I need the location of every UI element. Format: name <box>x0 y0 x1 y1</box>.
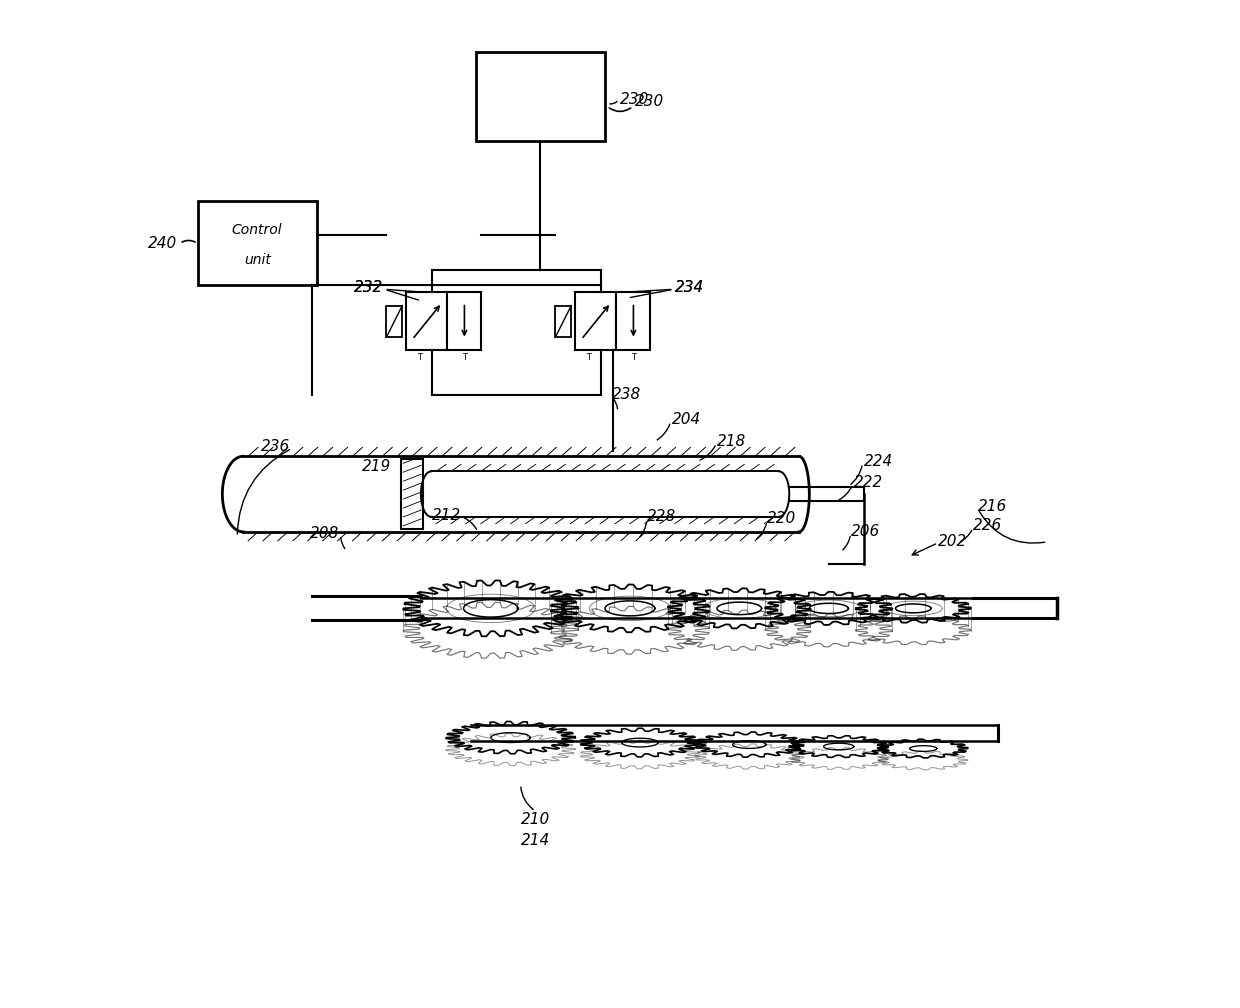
Text: 208: 208 <box>310 526 340 541</box>
Text: T: T <box>463 353 467 362</box>
Bar <box>476 51 605 141</box>
Text: 214: 214 <box>521 833 551 848</box>
Text: 202: 202 <box>939 534 967 549</box>
Text: 222: 222 <box>853 475 883 490</box>
Text: 238: 238 <box>613 387 641 402</box>
Text: 232: 232 <box>355 280 383 294</box>
Text: 219: 219 <box>362 459 391 474</box>
Text: unit: unit <box>244 253 270 267</box>
Text: T: T <box>417 353 422 362</box>
Text: 224: 224 <box>863 454 893 469</box>
Bar <box>556 305 572 338</box>
Text: 210: 210 <box>521 811 551 827</box>
Text: 236: 236 <box>260 438 290 454</box>
Bar <box>616 292 650 350</box>
Bar <box>575 292 616 350</box>
Text: 204: 204 <box>672 412 701 427</box>
Text: 206: 206 <box>851 524 880 539</box>
Text: 232: 232 <box>355 280 383 294</box>
Text: 234: 234 <box>675 280 704 294</box>
Bar <box>197 201 316 285</box>
Text: 230: 230 <box>635 94 665 109</box>
Text: 216: 216 <box>978 500 1007 514</box>
Text: 230: 230 <box>620 92 650 107</box>
Bar <box>402 460 423 529</box>
Text: 228: 228 <box>647 509 676 524</box>
Text: 212: 212 <box>432 508 461 523</box>
Text: T: T <box>587 353 591 362</box>
Text: 240: 240 <box>149 236 177 251</box>
Text: Control: Control <box>232 224 283 237</box>
Bar <box>448 292 481 350</box>
Text: T: T <box>631 353 636 362</box>
Text: 218: 218 <box>718 433 746 449</box>
Text: 234: 234 <box>675 280 704 294</box>
Bar <box>387 305 402 338</box>
Text: 226: 226 <box>973 518 1002 533</box>
Bar <box>407 292 448 350</box>
Text: 220: 220 <box>768 511 796 526</box>
